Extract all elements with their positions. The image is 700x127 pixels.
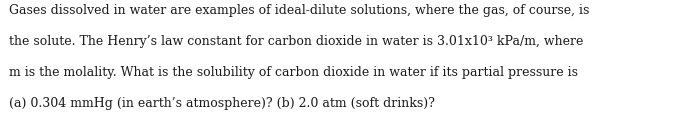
Text: (a) 0.304 mmHg (in earth’s atmosphere)? (b) 2.0 atm (soft drinks)?: (a) 0.304 mmHg (in earth’s atmosphere)? …	[9, 97, 435, 110]
Text: the solute. The Henry’s law constant for carbon dioxide in water is 3.01x10³ kPa: the solute. The Henry’s law constant for…	[9, 35, 584, 48]
Text: Gases dissolved in water are examples of ideal-dilute solutions, where the gas, : Gases dissolved in water are examples of…	[9, 4, 589, 17]
Text: m is the molality. What is the solubility of carbon dioxide in water if its part: m is the molality. What is the solubilit…	[9, 66, 578, 79]
